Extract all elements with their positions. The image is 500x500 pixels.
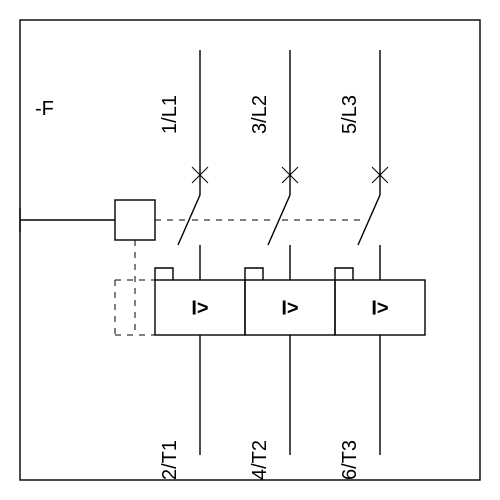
circuit-breaker-diagram: -F 1/L1 2/T1 3/L2 4/T2 5/L3 6/T3 I> I> I> xyxy=(0,0,500,500)
diagram-frame xyxy=(20,20,480,480)
terminal-label-top: 1/L1 xyxy=(159,95,181,134)
overcurrent-symbol: I> xyxy=(371,298,388,320)
device-label: -F xyxy=(35,98,54,120)
terminal-label-bottom: 4/T2 xyxy=(249,440,271,480)
relay-cell-notch xyxy=(245,268,263,280)
terminal-label-top: 3/L2 xyxy=(249,95,271,134)
relay-cell-notch xyxy=(155,268,173,280)
contact-blade xyxy=(358,195,380,245)
terminal-label-bottom: 2/T1 xyxy=(159,440,181,480)
relay-cell-notch xyxy=(335,268,353,280)
overcurrent-symbol: I> xyxy=(191,298,208,320)
terminal-label-top: 5/L3 xyxy=(339,95,361,134)
overcurrent-symbol: I> xyxy=(281,298,298,320)
actuator-box xyxy=(115,200,155,240)
poles-group: 1/L1 2/T1 3/L2 4/T2 5/L3 6/T3 xyxy=(159,50,388,480)
terminal-label-bottom: 6/T3 xyxy=(339,440,361,480)
